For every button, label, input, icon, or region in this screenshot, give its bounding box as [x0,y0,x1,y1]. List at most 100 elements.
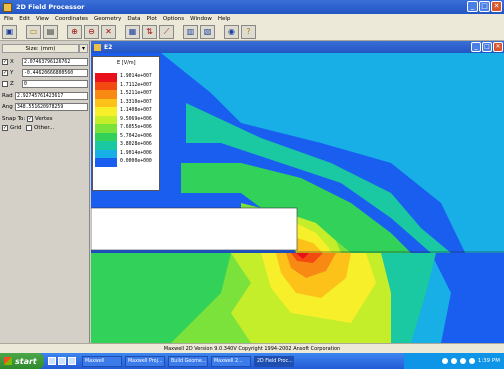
menu-coordinates[interactable]: Coordinates [54,15,88,22]
plot-window: E2 _ □ ✕ E [V/ [91,41,504,343]
quick-launch-icon[interactable] [58,357,66,365]
task-button[interactable]: Maxwell [82,355,122,367]
legend-value: 1.7112e+007 [120,82,152,88]
contour-band [297,238,323,253]
maximize-button[interactable]: □ [479,1,490,12]
mesh-icon[interactable]: ▧ [200,24,215,39]
menu-data[interactable]: Data [127,15,141,22]
other-checkbox[interactable] [26,124,32,131]
doc-close-button[interactable]: ✕ [493,42,503,52]
menu-file[interactable]: File [4,15,14,22]
save-icon[interactable]: ▣ [2,24,17,39]
legend-entry: 1.7112e+007 [95,81,159,90]
zoom-in-icon[interactable]: ⊕ [67,24,82,39]
x-label: X [10,58,14,65]
legend-entry: 9.5069e+006 [95,115,159,124]
menu-edit[interactable]: Edit [19,15,30,22]
legend-swatch [95,90,117,99]
plot-icon[interactable]: ▦ [125,24,140,39]
legend-value: 1.3310e+007 [120,99,152,105]
legend-swatch [95,158,117,167]
quick-launch [48,357,76,365]
windows-logo-icon [4,357,12,365]
minimize-button[interactable]: _ [467,1,478,12]
tray-icon[interactable] [450,358,457,364]
contour-band [161,53,504,265]
legend-value: 9.5069e+006 [120,116,152,122]
z-field[interactable]: 0 [22,79,88,88]
y-field[interactable]: -0.44620666800560 [22,68,88,77]
legend-swatch [95,124,117,133]
z-checkbox[interactable] [2,80,8,87]
legend-value: 1.5211e+007 [120,91,152,96]
grid-checkbox[interactable]: ✓ [2,124,8,131]
rad-label: Rad [2,92,13,99]
legend-entry: 3.8028e+006 [95,141,159,150]
tray-icon[interactable] [459,358,466,364]
status-text: Maxwell 2D Version 9.0.340V Copyright 19… [163,345,341,352]
size-label: Size: (mm) [2,43,79,53]
rad-field[interactable]: 2.92745761423617 [15,91,88,100]
ang-field[interactable]: 348.551620978259 [15,102,88,111]
toolbar: ▣ ▭ ▤ ⊕ ⊖ ✕ ▦ ⇅ ⟋ ▥ ▧ ◉ ? [0,23,504,41]
contour-band [91,253,231,343]
tray-icon[interactable] [441,358,448,364]
menu-help[interactable]: Help [217,15,231,22]
snap-label: Snap To: [2,115,26,122]
window-title: 2D Field Processor [16,3,85,11]
y-checkbox[interactable]: ✓ [2,69,8,76]
taskbar: start Maxwell Maxwell Proj... Build Geom… [0,353,504,369]
menu-plot[interactable]: Plot [146,15,157,22]
legend-swatch [95,132,117,141]
open-icon[interactable]: ▭ [26,24,41,39]
legend-entry: 1.9014e+006 [95,149,159,158]
print-icon[interactable]: ▤ [43,24,58,39]
field-contour-plot[interactable] [91,53,504,343]
task-button[interactable]: Maxwell 2... [211,355,251,367]
legend-entry: 1.5211e+007 [95,90,159,99]
doc-minimize-button[interactable]: _ [471,42,481,52]
menu-options[interactable]: Options [162,15,185,22]
x-field[interactable]: 2.07463796126762 [22,57,88,66]
legend-unit: E [V/m] [117,60,136,66]
legend-swatch [95,107,117,116]
legend-entry: 5.7042e+006 [95,132,159,141]
menu-bar: File Edit View Coordinates Geometry Data… [0,14,504,23]
legend-value: 1.9014e+006 [120,150,152,156]
vector-icon[interactable]: ⇅ [142,24,157,39]
help-icon[interactable]: ? [241,24,256,39]
task-button[interactable]: Maxwell Proj... [125,355,165,367]
vertex-checkbox[interactable]: ✓ [27,115,33,122]
x-checkbox[interactable]: ✓ [2,58,8,65]
menu-geometry[interactable]: Geometry [93,15,122,22]
menu-view[interactable]: View [35,15,49,22]
legend-entry: 1.9014e+007 [95,73,159,82]
plot-window-title: E2 [104,43,113,51]
line-icon[interactable]: ⟋ [159,24,174,39]
start-button[interactable]: start [0,353,44,369]
zoom-out-icon[interactable]: ⊖ [84,24,99,39]
legend-value: 3.8028e+006 [120,142,152,147]
contour-band [381,253,436,343]
quick-launch-icon[interactable] [68,357,76,365]
task-button-active[interactable]: 2D Field Proc... [254,355,294,367]
ang-label: Ang [2,103,13,110]
fit-icon[interactable]: ✕ [101,24,116,39]
coordinates-panel: Size: (mm) ▾ ✓ X 2.07463796126762 ✓ Y -0… [0,41,90,343]
legend-swatch [95,98,117,107]
legend-entry: 1.3310e+007 [95,98,159,107]
grid-label: Grid [10,124,22,131]
doc-maximize-button[interactable]: □ [482,42,492,52]
task-button[interactable]: Build Geome... [168,355,208,367]
y-label: Y [10,69,14,76]
tray-icon[interactable] [468,358,475,364]
view-icon[interactable]: ◉ [224,24,239,39]
legend-value: 5.7042e+006 [120,133,152,139]
close-button[interactable]: ✕ [491,1,502,12]
size-dropdown-button[interactable]: ▾ [79,43,88,53]
z-label: Z [10,80,14,87]
doc-icon [94,43,101,51]
menu-window[interactable]: Window [190,15,212,22]
grid-icon[interactable]: ▥ [183,24,198,39]
quick-launch-icon[interactable] [48,357,56,365]
